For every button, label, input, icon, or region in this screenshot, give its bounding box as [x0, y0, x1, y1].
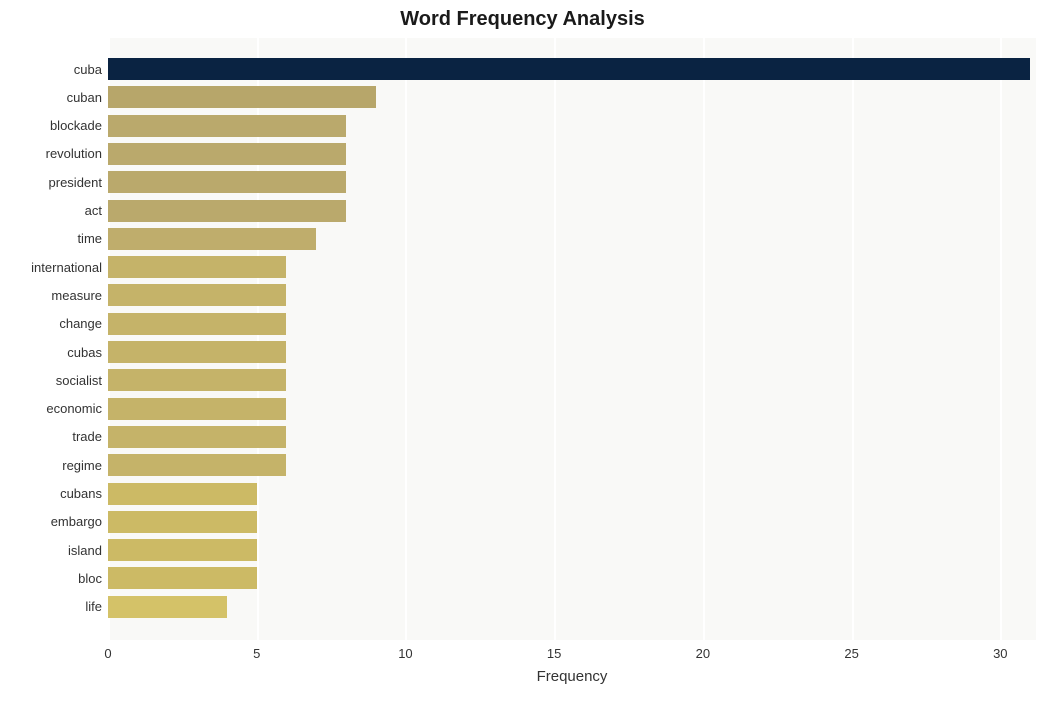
chart-title: Word Frequency Analysis [0, 8, 1045, 31]
plot-area [108, 38, 1036, 640]
bar [108, 115, 346, 137]
y-tick-label: time [77, 231, 102, 246]
y-tick-label: change [59, 316, 102, 331]
bar [108, 256, 286, 278]
bar [108, 58, 1030, 80]
y-tick-label: regime [62, 458, 102, 473]
x-tick-label: 15 [547, 646, 561, 661]
bar [108, 228, 316, 250]
bar [108, 313, 286, 335]
y-tick-label: embargo [51, 514, 102, 529]
grid-line [405, 38, 407, 640]
y-tick-label: measure [51, 288, 102, 303]
bar [108, 143, 346, 165]
bar [108, 454, 286, 476]
y-tick-label: cuban [67, 90, 102, 105]
grid-line [852, 38, 854, 640]
bar [108, 511, 257, 533]
chart-container: Word Frequency Analysis Frequency 0 5 10 15… [0, 0, 1045, 701]
bar [108, 200, 346, 222]
y-tick-label: international [31, 260, 102, 275]
bar [108, 369, 286, 391]
y-tick-label: island [68, 543, 102, 558]
y-tick-label: president [49, 175, 102, 190]
y-tick-label: socialist [56, 373, 102, 388]
grid-line [1000, 38, 1002, 640]
bar [108, 596, 227, 618]
bar [108, 483, 257, 505]
y-tick-label: life [85, 599, 102, 614]
grid-line [703, 38, 705, 640]
x-tick-label: 5 [253, 646, 260, 661]
x-tick-label: 30 [993, 646, 1007, 661]
y-tick-label: revolution [46, 146, 102, 161]
y-tick-label: cubas [67, 345, 102, 360]
x-tick-label: 25 [844, 646, 858, 661]
x-tick-label: 0 [104, 646, 111, 661]
x-axis-label: Frequency [537, 668, 608, 685]
bar [108, 86, 376, 108]
bar [108, 171, 346, 193]
bar [108, 398, 286, 420]
x-tick-label: 20 [696, 646, 710, 661]
bar [108, 284, 286, 306]
y-tick-label: cuba [74, 62, 102, 77]
y-tick-label: cubans [60, 486, 102, 501]
y-tick-label: blockade [50, 118, 102, 133]
bar [108, 341, 286, 363]
y-tick-label: economic [46, 401, 102, 416]
grid-line [554, 38, 556, 640]
bar [108, 426, 286, 448]
y-tick-label: bloc [78, 571, 102, 586]
x-tick-label: 10 [398, 646, 412, 661]
y-tick-label: act [85, 203, 102, 218]
bar [108, 539, 257, 561]
y-tick-label: trade [72, 429, 102, 444]
bar [108, 567, 257, 589]
